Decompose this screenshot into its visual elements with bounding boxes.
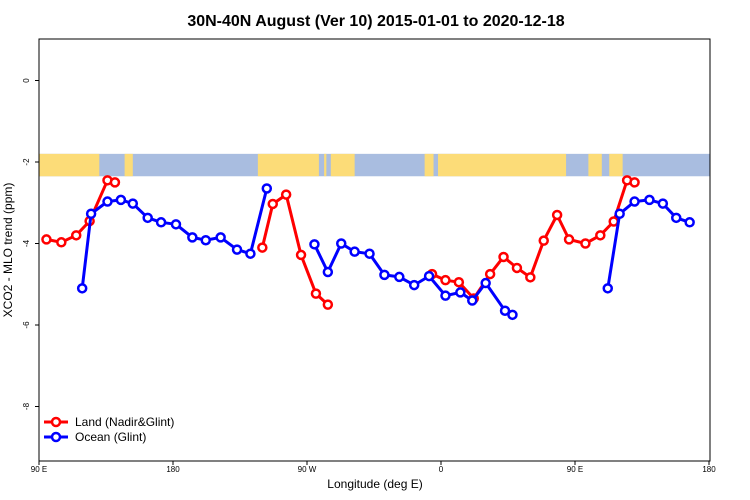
- y-tick-label: -8: [22, 402, 31, 410]
- data-point-ocean: [245, 248, 256, 259]
- data-point-ocean: [394, 271, 405, 283]
- y-tick-label: 0: [22, 78, 31, 83]
- data-point-land: [56, 237, 67, 248]
- legend-label-ocean: Ocean (Glint): [75, 430, 146, 444]
- data-point-land: [257, 242, 268, 253]
- data-point-land: [629, 177, 640, 188]
- data-point-land: [511, 262, 523, 274]
- x-tick-label: 90 E: [31, 465, 47, 474]
- data-point-ocean: [170, 219, 182, 230]
- data-point-land: [322, 299, 334, 310]
- legend-label-land: Land (Nadir&Glint): [75, 415, 174, 429]
- data-point-land: [280, 189, 292, 200]
- data-point-ocean: [115, 194, 127, 206]
- y-tick-label: -4: [22, 239, 31, 247]
- data-point-ocean: [379, 269, 390, 281]
- map-land: [324, 153, 327, 177]
- data-point-land: [109, 177, 121, 188]
- data-point-ocean: [507, 309, 518, 321]
- map-band: [39, 153, 710, 177]
- data-point-ocean: [455, 287, 466, 298]
- x-tick-label: 90 E: [567, 465, 583, 474]
- data-point-ocean: [85, 208, 97, 220]
- chart-title: 30N-40N August (Ver 10) 2015-01-01 to 20…: [187, 13, 564, 30]
- data-point-land: [70, 230, 82, 241]
- y-axis: 0 -2 -4 -6 -8: [22, 78, 39, 410]
- map-land: [424, 153, 434, 177]
- map-land: [609, 153, 623, 177]
- x-tick-label: 180: [166, 465, 180, 474]
- data-point-ocean: [657, 198, 669, 209]
- data-point-land: [310, 288, 322, 299]
- data-point-land: [41, 234, 52, 245]
- y-tick-label: -2: [22, 158, 31, 166]
- data-point-ocean: [76, 283, 88, 294]
- map-land: [330, 153, 355, 177]
- legend-marker-land: [50, 416, 62, 428]
- x-tick-label: 90 W: [298, 465, 317, 474]
- data-point-ocean: [102, 196, 113, 207]
- data-point-land: [295, 249, 307, 261]
- data-point-land: [580, 238, 591, 249]
- data-point-ocean: [335, 238, 347, 249]
- data-point-ocean: [614, 208, 625, 220]
- data-point-ocean: [231, 244, 243, 255]
- x-tick-label: 180: [702, 465, 716, 474]
- data-point-ocean: [215, 232, 226, 243]
- data-point-ocean: [309, 239, 320, 250]
- data-point-land: [453, 276, 465, 288]
- series-line-land: [431, 178, 636, 300]
- data-point-ocean: [364, 248, 375, 259]
- y-tick-label: -6: [22, 321, 31, 329]
- series-layer: [41, 175, 695, 321]
- data-point-ocean: [200, 234, 212, 246]
- data-point-land: [595, 230, 606, 241]
- x-tick-label: 0: [439, 465, 444, 474]
- data-point-ocean: [644, 194, 655, 206]
- map-land: [39, 153, 100, 177]
- data-point-ocean: [440, 290, 451, 301]
- map-land: [124, 153, 133, 177]
- data-point-land: [267, 198, 279, 210]
- data-point-land: [484, 268, 496, 280]
- data-point-ocean: [322, 266, 334, 278]
- data-point-land: [538, 235, 549, 246]
- data-point-ocean: [408, 279, 420, 291]
- data-point-land: [563, 234, 575, 245]
- data-point-land: [551, 209, 563, 221]
- data-point-ocean: [684, 217, 695, 228]
- data-point-ocean: [187, 232, 198, 243]
- data-point-land: [498, 251, 509, 263]
- data-point-ocean: [670, 212, 682, 224]
- y-axis-label: XCO2 - MLO trend (ppm): [1, 183, 15, 318]
- data-point-land: [525, 272, 536, 283]
- map-land: [588, 153, 602, 177]
- data-point-ocean: [142, 212, 153, 224]
- plot-frame: [38, 38, 711, 462]
- data-point-ocean: [629, 196, 640, 207]
- legend: Land (Nadir&Glint) Ocean (Glint): [44, 415, 174, 444]
- data-point-ocean: [155, 217, 167, 228]
- data-point-land: [440, 274, 451, 286]
- x-axis-label: Longitude (deg E): [327, 477, 422, 491]
- data-point-ocean: [423, 270, 435, 282]
- data-point-ocean: [499, 305, 511, 316]
- data-point-ocean: [480, 277, 491, 289]
- data-point-ocean: [127, 198, 139, 209]
- data-point-ocean: [261, 183, 273, 194]
- map-land: [438, 153, 567, 177]
- legend-marker-ocean: [50, 431, 62, 443]
- map-land: [257, 153, 319, 177]
- x-axis: 90 E 180 90 W 0 90 E 180: [31, 461, 716, 474]
- data-point-ocean: [349, 246, 360, 257]
- data-point-ocean: [602, 283, 614, 294]
- data-point-ocean: [467, 295, 478, 306]
